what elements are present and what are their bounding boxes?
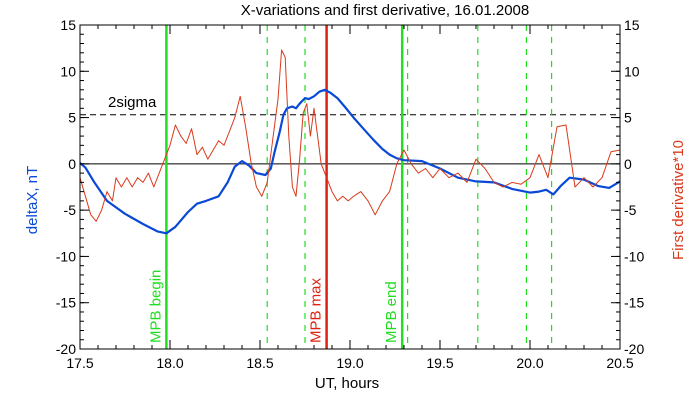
y-axis-label-left: deltaX, nT [24,166,41,234]
y-tick-label-left: -15 [56,295,76,311]
x-tick-label: 18.5 [246,355,273,371]
series-line-derivative [79,49,621,222]
y-tick-label-right: -15 [624,295,644,311]
y-tick-label-left: 15 [60,17,76,33]
x-tick-label: 20.0 [516,355,543,371]
event-label: MPB end [383,281,400,343]
x-tick-label: 18.0 [156,355,183,371]
y-tick-label-right: -10 [624,248,644,264]
sigma-label: 2sigma [108,94,157,111]
y-tick-label-right: -20 [624,341,644,357]
x-tick-label: 17.5 [66,355,93,371]
y-tick-label-right: 10 [624,63,640,79]
y-tick-label-right: 0 [624,156,632,172]
event-label: MPB max [308,277,325,343]
series-line-deltax [79,88,621,235]
y-tick-label-left: -20 [56,341,76,357]
y-tick-label-left: 10 [60,63,76,79]
y-tick-label-left: -5 [64,202,77,218]
x-tick-label: 20.5 [606,355,633,371]
event-label: MPB begin [147,270,164,343]
y-tick-label-right: -5 [624,202,637,218]
y-tick-label-right: 15 [624,17,640,33]
y-axis-label-right: First derivative*10 [670,140,687,260]
x-tick-label: 19.5 [426,355,453,371]
y-tick-label-right: 5 [624,110,632,126]
y-tick-label-left: -10 [56,248,76,264]
y-tick-label-left: 5 [68,110,76,126]
x-axis-label: UT, hours [315,375,379,392]
y-tick-label-left: 0 [68,156,76,172]
chart-title: X-variations and first derivative, 16.01… [241,2,530,19]
x-tick-label: 19.0 [336,355,363,371]
